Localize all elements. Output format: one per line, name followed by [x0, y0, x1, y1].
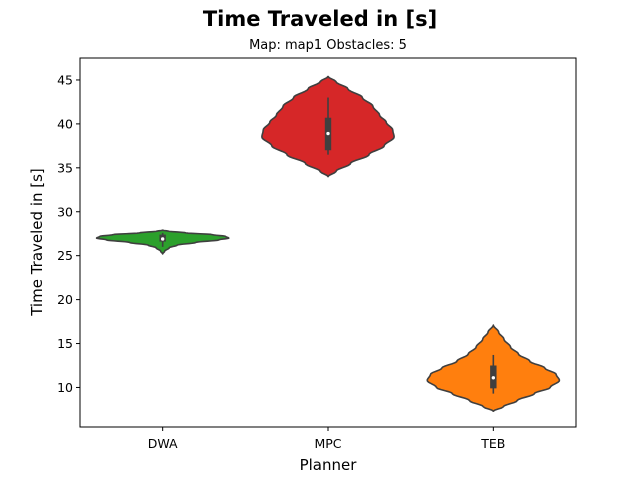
- y-axis-label: Time Traveled in [s]: [28, 168, 46, 317]
- violin-median-dot: [160, 237, 165, 241]
- chart-subtitle: Map: map1 Obstacles: 5: [249, 38, 407, 53]
- y-axis: 10 15 20 25 30 35 40 45: [57, 72, 80, 395]
- y-tick-label: 20: [57, 292, 73, 307]
- violin-mpc: [261, 75, 395, 178]
- plot-area: [95, 75, 561, 412]
- violin-teb: [426, 324, 561, 412]
- y-tick-label: 25: [57, 248, 73, 263]
- y-tick-label: 40: [57, 116, 73, 131]
- chart-title: Time Traveled in [s]: [203, 7, 437, 31]
- violin-median-dot: [491, 376, 496, 380]
- y-tick-label: 35: [57, 160, 73, 175]
- x-tick-label: TEB: [480, 436, 505, 451]
- y-tick-label: 10: [57, 380, 73, 395]
- violin-median-dot: [326, 131, 330, 136]
- x-axis-label: Planner: [300, 456, 358, 474]
- y-tick-label: 30: [57, 204, 73, 219]
- x-tick-label: DWA: [148, 436, 178, 451]
- violin-dwa: [95, 229, 230, 255]
- x-axis: DWA MPC TEB: [148, 427, 505, 451]
- x-tick-label: MPC: [314, 436, 341, 451]
- y-tick-label: 45: [57, 72, 73, 87]
- y-tick-label: 15: [57, 336, 73, 351]
